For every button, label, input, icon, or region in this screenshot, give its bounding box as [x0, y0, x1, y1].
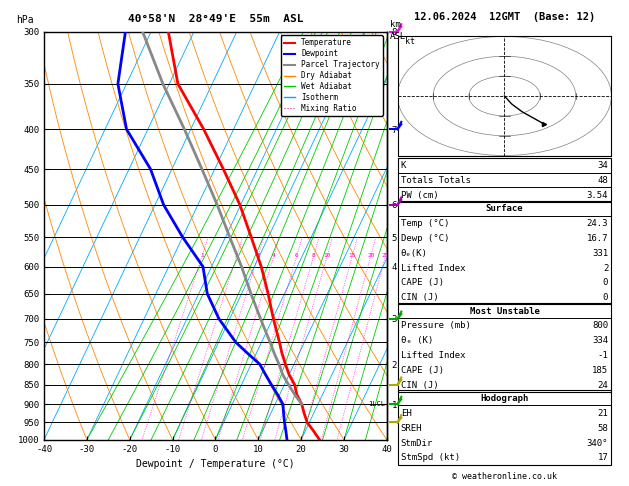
Text: θₑ (K): θₑ (K) [401, 336, 433, 346]
Text: 331: 331 [592, 249, 608, 258]
Text: 334: 334 [592, 336, 608, 346]
Y-axis label: hPa: hPa [16, 16, 34, 25]
X-axis label: Dewpoint / Temperature (°C): Dewpoint / Temperature (°C) [136, 459, 295, 469]
Text: kt: kt [404, 37, 415, 46]
Text: -1: -1 [598, 351, 608, 360]
Text: Most Unstable: Most Unstable [469, 307, 540, 316]
Text: 185: 185 [592, 366, 608, 375]
Text: 1LCL: 1LCL [368, 401, 385, 407]
Text: 25: 25 [382, 253, 389, 258]
Text: 8: 8 [312, 253, 316, 258]
Text: 16.7: 16.7 [587, 234, 608, 243]
Text: © weatheronline.co.uk: © weatheronline.co.uk [452, 472, 557, 481]
Text: Lifted Index: Lifted Index [401, 264, 465, 273]
Legend: Temperature, Dewpoint, Parcel Trajectory, Dry Adiabat, Wet Adiabat, Isotherm, Mi: Temperature, Dewpoint, Parcel Trajectory… [281, 35, 383, 116]
Text: 0: 0 [603, 278, 608, 288]
Text: Temp (°C): Temp (°C) [401, 219, 449, 228]
Text: CAPE (J): CAPE (J) [401, 366, 443, 375]
Text: 10: 10 [323, 253, 331, 258]
Text: CIN (J): CIN (J) [401, 381, 438, 390]
Text: 340°: 340° [587, 438, 608, 448]
Text: Lifted Index: Lifted Index [401, 351, 465, 360]
Text: 4: 4 [272, 253, 276, 258]
Text: 1: 1 [201, 253, 204, 258]
Text: CAPE (J): CAPE (J) [401, 278, 443, 288]
Text: 3: 3 [257, 253, 260, 258]
Text: 12.06.2024  12GMT  (Base: 12): 12.06.2024 12GMT (Base: 12) [414, 12, 595, 22]
Text: 800: 800 [592, 321, 608, 330]
Text: K: K [401, 161, 406, 171]
Text: km: km [390, 20, 401, 30]
Text: 15: 15 [348, 253, 356, 258]
Text: SREH: SREH [401, 424, 422, 433]
Text: CIN (J): CIN (J) [401, 294, 438, 302]
Text: EH: EH [401, 409, 411, 418]
Text: 21: 21 [598, 409, 608, 418]
Text: 40°58'N  28°49'E  55m  ASL: 40°58'N 28°49'E 55m ASL [128, 14, 303, 24]
Text: Surface: Surface [486, 205, 523, 213]
Text: Pressure (mb): Pressure (mb) [401, 321, 470, 330]
Text: StmDir: StmDir [401, 438, 433, 448]
Text: StmSpd (kt): StmSpd (kt) [401, 453, 460, 462]
Text: 0: 0 [603, 294, 608, 302]
Text: PW (cm): PW (cm) [401, 191, 438, 200]
Text: 2: 2 [603, 264, 608, 273]
Text: Totals Totals: Totals Totals [401, 176, 470, 185]
Text: 6: 6 [295, 253, 299, 258]
Text: θₑ(K): θₑ(K) [401, 249, 428, 258]
Text: 24.3: 24.3 [587, 219, 608, 228]
Text: 58: 58 [598, 424, 608, 433]
Text: 24: 24 [598, 381, 608, 390]
Text: 48: 48 [598, 176, 608, 185]
Text: 3.54: 3.54 [587, 191, 608, 200]
Text: 20: 20 [367, 253, 375, 258]
Text: ASL: ASL [390, 32, 406, 41]
Text: Dewp (°C): Dewp (°C) [401, 234, 449, 243]
Text: 17: 17 [598, 453, 608, 462]
Text: 2: 2 [235, 253, 238, 258]
Text: Hodograph: Hodograph [481, 394, 528, 403]
Text: 34: 34 [598, 161, 608, 171]
